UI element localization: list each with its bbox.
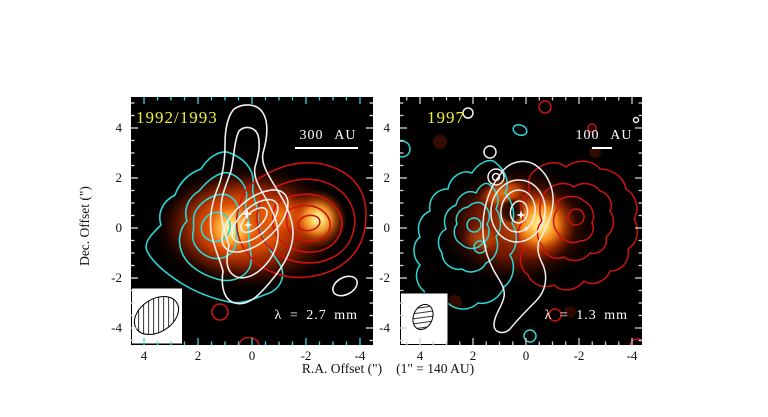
y-tick-label: -4 bbox=[111, 320, 122, 335]
wavelength-label-left: λ = 2.7 mm bbox=[274, 308, 358, 323]
axis-ticks bbox=[400, 97, 642, 345]
map-1992-1993 bbox=[131, 97, 373, 345]
white-contours bbox=[209, 104, 358, 305]
x-axis-scale-note: (1" = 140 AU) bbox=[396, 361, 475, 376]
x-tick-label: -2 bbox=[300, 348, 312, 363]
map-1997 bbox=[400, 97, 642, 345]
x-tick-label: 4 bbox=[416, 348, 424, 363]
x-tick-label: 2 bbox=[194, 348, 202, 363]
y-tick-label: 0 bbox=[383, 220, 391, 235]
y-tick-label: 2 bbox=[115, 170, 123, 185]
x-tick-label: -4 bbox=[354, 348, 366, 363]
x-tick-label: 2 bbox=[469, 348, 477, 363]
scalebar-label-right: 100 AU bbox=[575, 128, 633, 143]
wavelength-label-right: λ = 1.3 mm bbox=[544, 308, 628, 323]
red-contours bbox=[211, 161, 367, 345]
continuum-emission-image bbox=[433, 135, 601, 318]
scalebar-label-left: 300 AU bbox=[299, 128, 357, 143]
beam-ellipse-box bbox=[400, 292, 449, 345]
scalebar-line-right bbox=[592, 147, 612, 149]
x-tick-label: 0 bbox=[248, 348, 256, 363]
y-tick-label: -4 bbox=[379, 320, 390, 335]
y-tick-label: -2 bbox=[379, 270, 390, 285]
scalebar-line-left bbox=[295, 147, 358, 149]
y-tick-label: 2 bbox=[383, 170, 391, 185]
panel-1992-1993 bbox=[131, 97, 373, 345]
beam-ellipse-box bbox=[131, 287, 183, 345]
epoch-label-right: 1997 bbox=[427, 108, 465, 127]
x-tick-label: 0 bbox=[522, 348, 530, 363]
beam-hatched-ellipse bbox=[412, 303, 434, 331]
y-tick-label: 4 bbox=[115, 120, 123, 135]
x-tick-label: 4 bbox=[140, 348, 148, 363]
y-tick-label: 0 bbox=[115, 220, 123, 235]
y-axis-label: Dec. Offset (") bbox=[77, 186, 92, 266]
panel-1997 bbox=[400, 97, 642, 345]
x-tick-label: -4 bbox=[626, 348, 638, 363]
y-tick-label: -2 bbox=[111, 270, 122, 285]
y-tick-label: 4 bbox=[383, 120, 391, 135]
epoch-label-left: 1992/1993 bbox=[136, 108, 218, 127]
white-contours bbox=[462, 107, 640, 334]
source-star-markers bbox=[516, 210, 530, 233]
red-contours bbox=[517, 100, 642, 345]
x-axis-label-text: R.A. Offset (") bbox=[301, 361, 383, 376]
axis-ticks bbox=[131, 97, 373, 345]
x-axis-label: R.A. Offset (") (1" = 140 AU) bbox=[238, 361, 538, 377]
source-star-markers bbox=[241, 208, 253, 230]
x-tick-label: -2 bbox=[573, 348, 585, 363]
